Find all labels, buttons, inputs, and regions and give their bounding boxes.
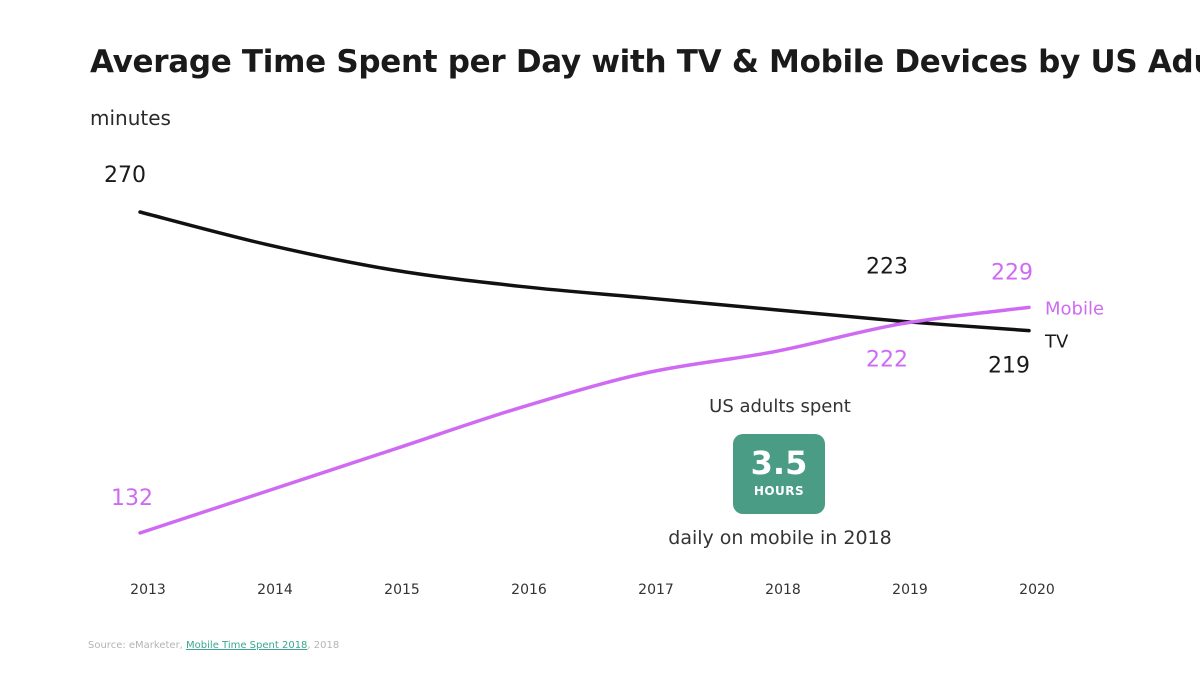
callout-text-top: US adults spent [709,396,851,417]
source-suffix: , 2018 [307,640,340,651]
x-tick-label-2017: 2017 [638,582,674,598]
x-tick-label-2018: 2018 [765,582,801,598]
x-tick-label-2015: 2015 [384,582,420,598]
x-tick-label-2020: 2020 [1019,582,1055,598]
x-tick-label-2014: 2014 [257,582,293,598]
x-tick-label-2016: 2016 [511,582,547,598]
data-label-mobile-2013: 132 [111,486,153,511]
callout-badge-value: 3.5 [750,444,808,482]
data-label-mobile-2020: 229 [991,260,1033,285]
source-note: Source: eMarketer, Mobile Time Spent 201… [88,640,339,651]
source-prefix: Source: eMarketer, [88,640,187,651]
series-line-tv [138,210,1031,333]
x-tick-label-2019: 2019 [892,582,928,598]
callout-badge-unit: HOURS [753,484,805,498]
data-label-tv-2019: 223 [866,254,908,279]
data-label-tv-2013: 270 [104,163,146,188]
callout-text-bottom: daily on mobile in 2018 [668,527,892,549]
data-label-tv-2020: 219 [988,354,1030,379]
series-label-tv: TV [1044,332,1069,353]
series-label-mobile: Mobile [1045,298,1104,319]
chart-title: Average Time Spent per Day with TV & Mob… [90,44,1200,80]
x-tick-label-2013: 2013 [130,582,166,598]
y-axis-unit-label: minutes [90,106,171,130]
data-label-mobile-2019: 222 [866,348,908,373]
source-link[interactable]: Mobile Time Spent 2018 [186,640,308,651]
callout-badge: 3.5 HOURS [733,434,825,514]
series-line-mobile [138,305,1031,535]
